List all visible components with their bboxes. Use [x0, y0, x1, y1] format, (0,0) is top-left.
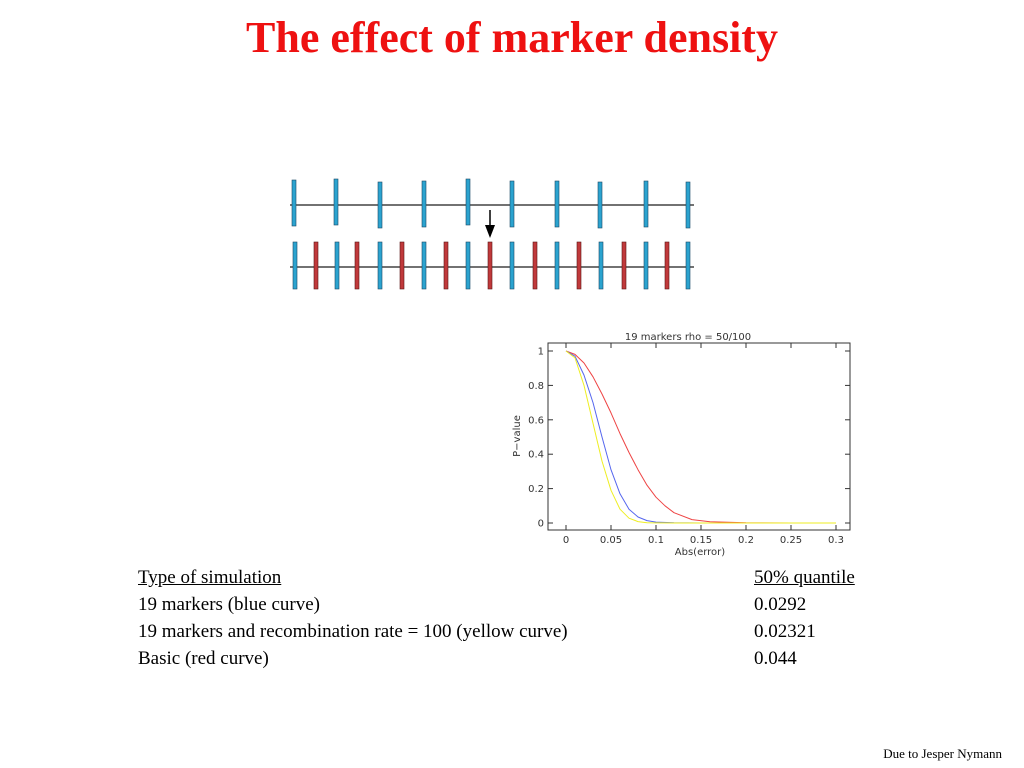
x-tick-label: 0	[563, 535, 569, 546]
marker-blue	[421, 241, 427, 290]
slide-title: The effect of marker density	[246, 13, 778, 62]
y-axis-label: P−value	[512, 415, 523, 457]
marker-blue	[291, 179, 297, 227]
plot-frame	[547, 342, 851, 531]
row-value: 0.044	[754, 648, 797, 669]
x-tick-label: 0.2	[738, 535, 754, 546]
credit-text: Due to Jesper Nymann	[883, 746, 1002, 761]
marker-blue	[465, 178, 471, 226]
row-type: 19 markers (blue curve)	[138, 594, 321, 615]
y-axis-ticks: 0 0.2 0.4 0.6 0.8 1	[528, 347, 850, 530]
marker-diagram	[290, 178, 694, 290]
p-value-chart: 19 markers rho = 50/100 0 0.05 0.1 0.15 0.2 0…	[512, 332, 851, 558]
table-row: 19 markers and recombination rate = 100 …	[138, 618, 894, 645]
marker-blue	[377, 241, 383, 290]
marker-blue	[377, 181, 383, 229]
marker-blue	[333, 178, 339, 226]
marker-blue	[334, 241, 340, 290]
table-row: 19 markers (blue curve) 0.0292	[138, 591, 894, 618]
marker-blue	[509, 180, 515, 228]
x-tick-label: 0.1	[648, 535, 664, 546]
marker-blue	[597, 181, 603, 229]
y-tick-label: 0.6	[528, 415, 544, 426]
marker-blue	[421, 180, 427, 228]
marker-blue	[554, 180, 560, 228]
table-header-row: Type of simulation 50% quantile	[138, 564, 894, 591]
row-type: Basic (red curve)	[138, 648, 269, 669]
marker-blue	[643, 241, 649, 290]
red-curve	[565, 350, 836, 524]
marker-blue	[292, 241, 298, 290]
x-tick-label: 0.15	[690, 535, 712, 546]
row-value: 0.0292	[754, 594, 807, 615]
table-row: Basic (red curve) 0.044	[138, 645, 894, 672]
marker-blue	[598, 241, 604, 290]
y-tick-label: 1	[538, 347, 544, 358]
marker-blue	[685, 181, 691, 229]
down-arrow-icon	[485, 210, 495, 238]
marker-red	[443, 241, 449, 290]
marker-blue	[643, 180, 649, 228]
marker-red	[487, 241, 493, 290]
marker-blue	[554, 241, 560, 290]
blue-curve	[565, 350, 836, 524]
bottom-marker-row	[292, 241, 691, 290]
y-tick-label: 0.2	[528, 484, 544, 495]
marker-red	[354, 241, 360, 290]
x-tick-label: 0.25	[780, 535, 802, 546]
marker-red	[313, 241, 319, 290]
y-tick-label: 0	[538, 519, 544, 530]
curves	[565, 350, 836, 524]
top-marker-row	[291, 178, 691, 229]
x-tick-label: 0.3	[828, 535, 844, 546]
marker-blue	[509, 241, 515, 290]
header-simulation-type: Type of simulation	[138, 567, 282, 588]
marker-red	[576, 241, 582, 290]
results-table: Type of simulation 50% quantile 19 marke…	[138, 564, 894, 672]
x-axis-ticks: 0 0.05 0.1 0.15 0.2 0.25 0.3	[563, 343, 844, 546]
marker-red	[532, 241, 538, 290]
row-type: 19 markers and recombination rate = 100 …	[138, 621, 568, 642]
yellow-curve	[565, 350, 836, 524]
marker-red	[664, 241, 670, 290]
chart-title: 19 markers rho = 50/100	[625, 332, 751, 343]
x-tick-label: 0.05	[600, 535, 622, 546]
header-quantile: 50% quantile	[754, 567, 855, 588]
marker-blue	[465, 241, 471, 290]
x-axis-label: Abs(error)	[675, 547, 726, 558]
y-tick-label: 0.4	[528, 450, 544, 461]
marker-red	[399, 241, 405, 290]
y-tick-label: 0.8	[528, 381, 544, 392]
p-value-plot: 19 markers rho = 50/100 0 0.05 0.1 0.15 0.2 0…	[490, 318, 870, 569]
marker-blue	[685, 241, 691, 290]
row-value: 0.02321	[754, 621, 816, 642]
marker-red	[621, 241, 627, 290]
